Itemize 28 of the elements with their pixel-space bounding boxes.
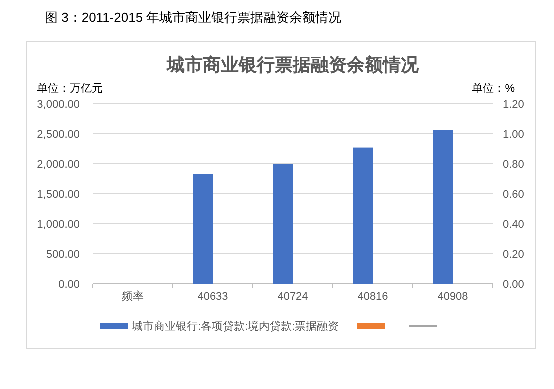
y2-tick-label: 0.20 bbox=[503, 249, 524, 261]
chart-title: 城市商业银行票据融资余额情况 bbox=[166, 55, 420, 75]
y2-tick-label: 0.80 bbox=[503, 159, 524, 171]
y-tick-label: 1,000.00 bbox=[37, 219, 80, 231]
x-tick-label: 40908 bbox=[438, 291, 468, 303]
y-axis-title: 单位：万亿元 bbox=[37, 82, 103, 95]
y-tick-label: 0.00 bbox=[58, 279, 80, 291]
y2-tick-label: 1.00 bbox=[503, 129, 524, 141]
y2-tick-label: 0.60 bbox=[503, 189, 524, 201]
legend-label: 城市商业银行:各项贷款:境内贷款:票据融资 bbox=[131, 320, 340, 333]
x-tick-label: 40724 bbox=[278, 291, 308, 303]
y-tick-label: 2,000.00 bbox=[37, 159, 80, 171]
y2-tick-label: 0.40 bbox=[503, 219, 524, 231]
bar bbox=[433, 130, 453, 284]
y-tick-label: 2,500.00 bbox=[37, 129, 80, 141]
x-tick-label: 频率 bbox=[122, 290, 144, 303]
y2-tick-label: 0.00 bbox=[503, 279, 524, 291]
y-tick-label: 3,000.00 bbox=[37, 99, 80, 111]
caption: 图 3：2011-2015 年城市商业银行票据融资余额情况 bbox=[45, 10, 342, 25]
x-tick-label: 40816 bbox=[358, 291, 388, 303]
x-tick-label: 40633 bbox=[198, 291, 228, 303]
bar bbox=[193, 174, 213, 284]
bar bbox=[273, 164, 293, 284]
y-tick-label: 1,500.00 bbox=[37, 189, 80, 201]
y2-tick-label: 1.20 bbox=[503, 99, 524, 111]
y-tick-label: 500.00 bbox=[46, 249, 80, 261]
bar bbox=[353, 148, 373, 284]
y2-axis-title: 单位：% bbox=[472, 82, 516, 95]
